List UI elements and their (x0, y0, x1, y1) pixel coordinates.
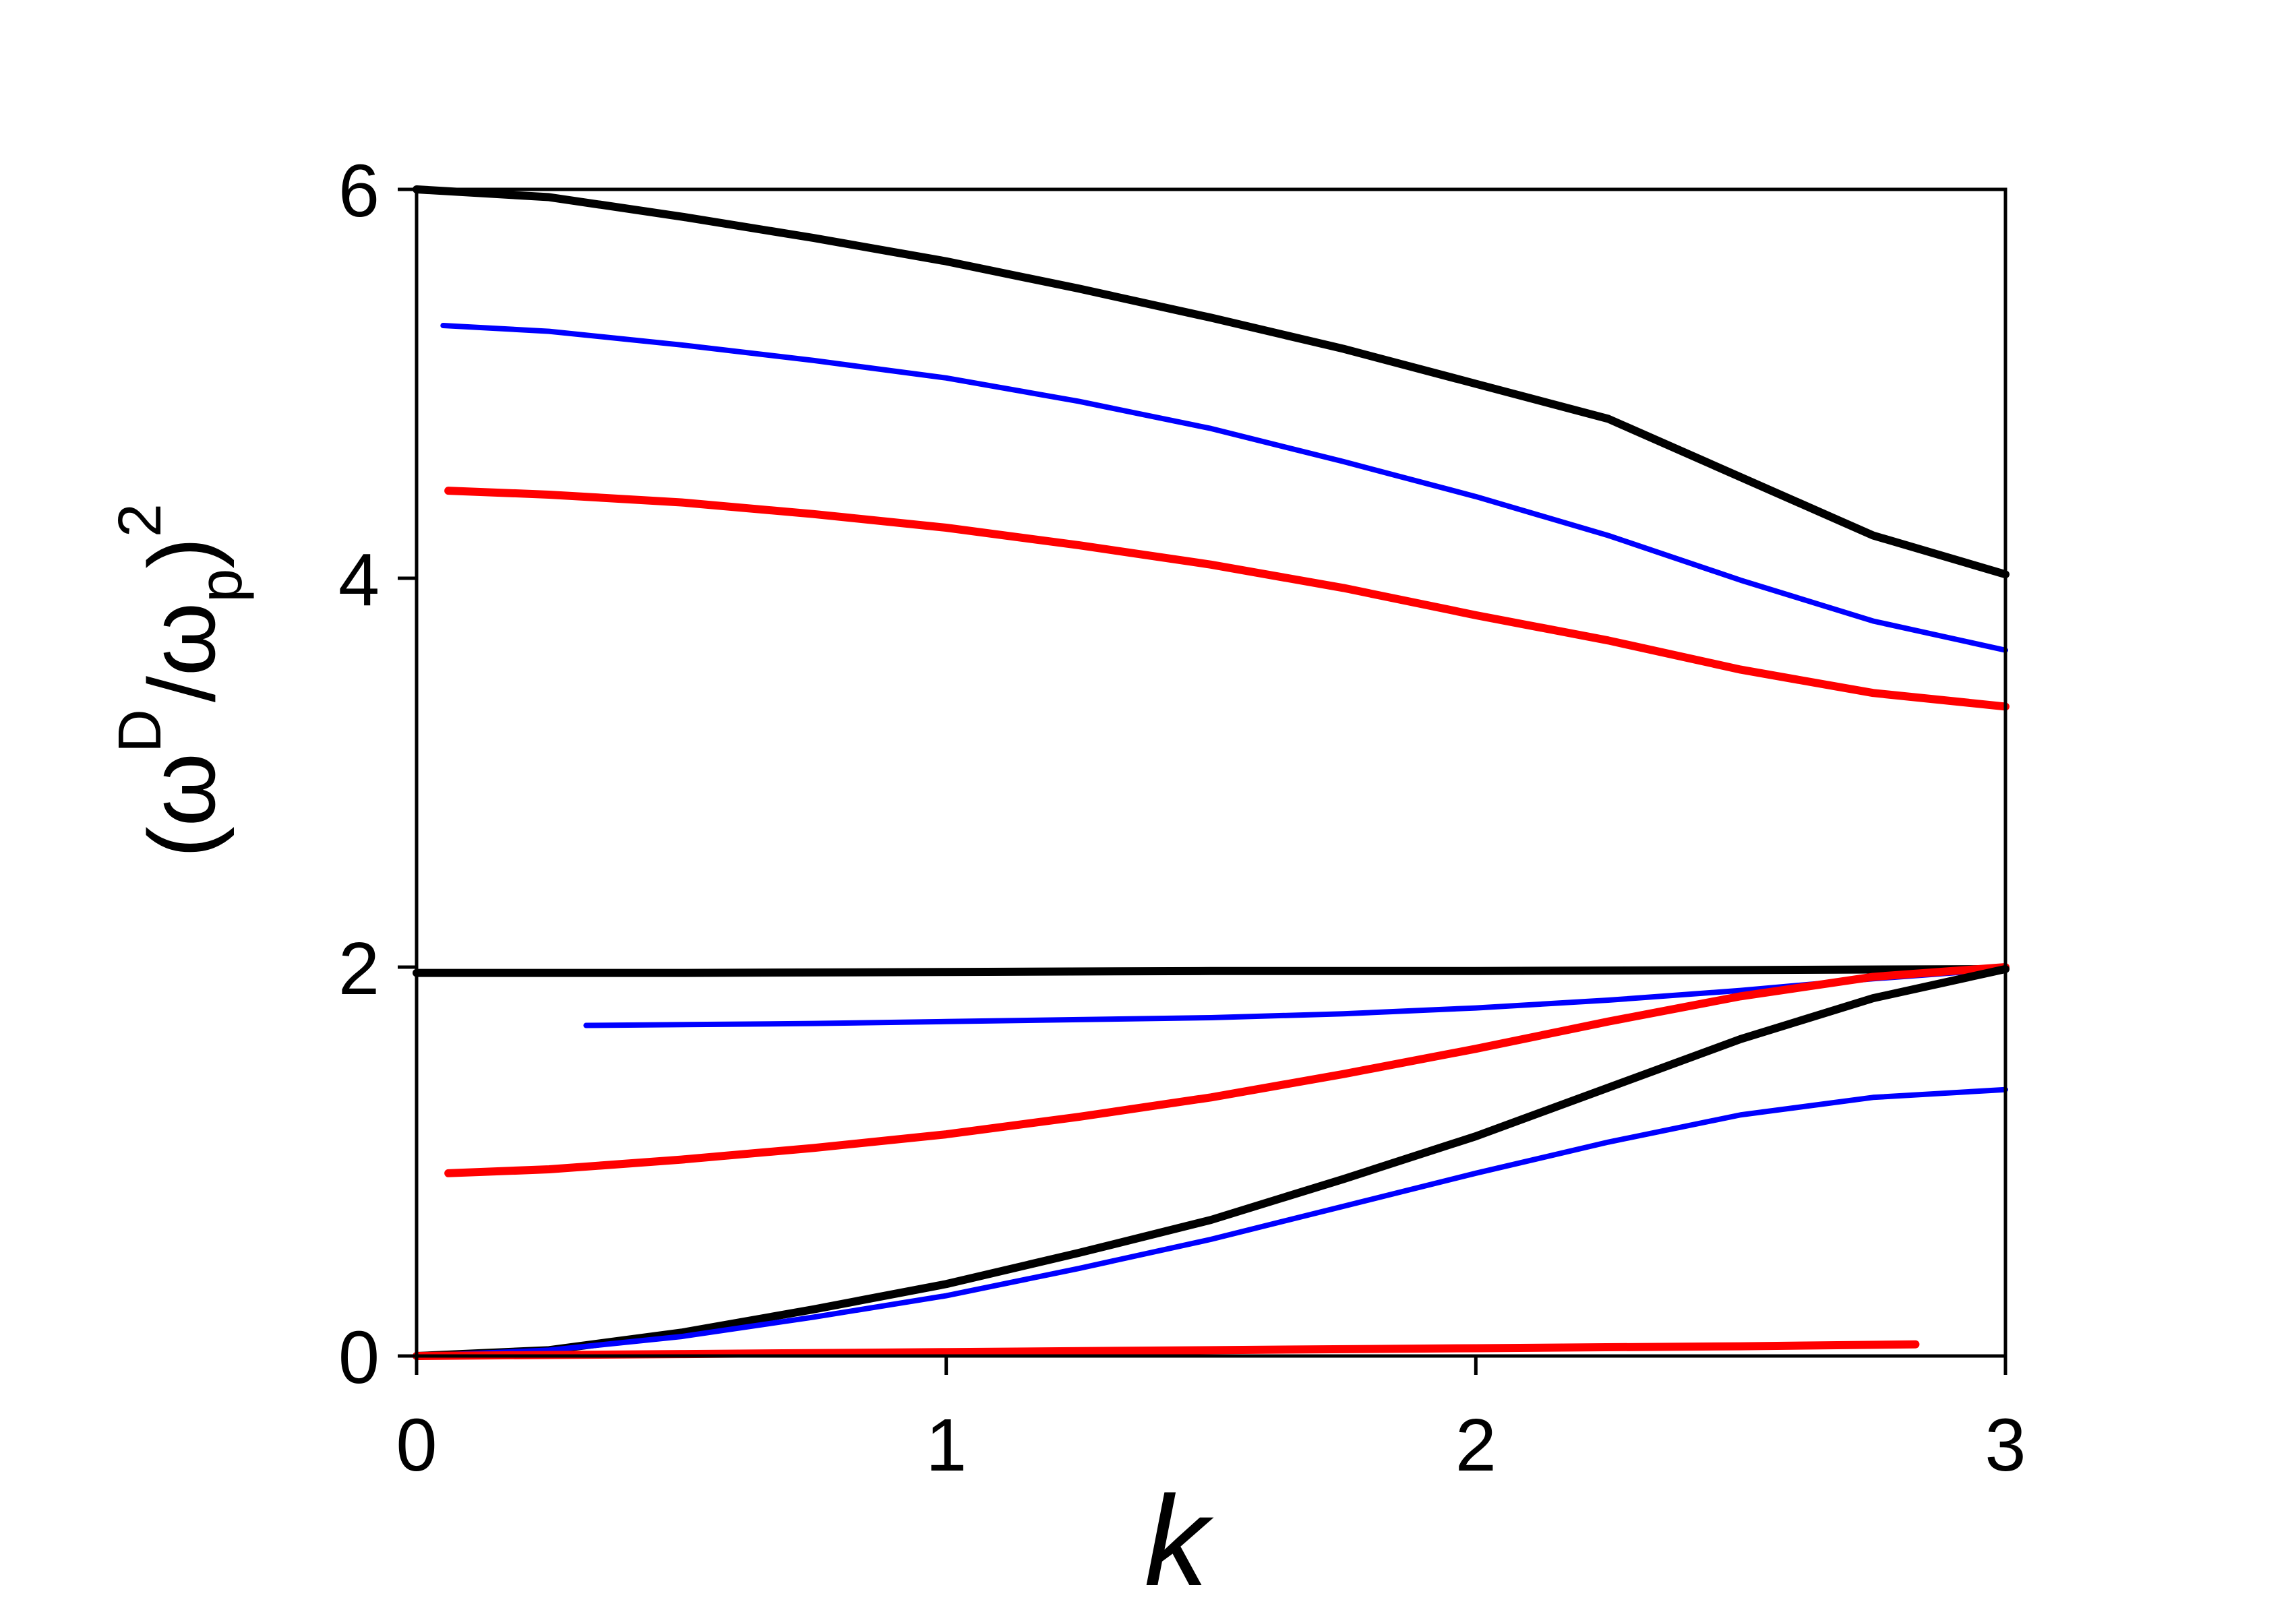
series-line-6 (444, 963, 2010, 1177)
x-tick-label-1: 1 (926, 1404, 967, 1487)
x-tick-label-2: 2 (1455, 1404, 1497, 1487)
x-axis-label: k (1145, 1470, 1214, 1604)
y-label-superscript-d: D (107, 709, 174, 753)
y-label-open-paren: ( (129, 826, 235, 858)
x-tick-label-3: 3 (1985, 1404, 2026, 1487)
y-label-slash: / (129, 676, 235, 702)
ticks-layer: 0 1 2 3 0 2 4 6 (338, 150, 2026, 1487)
x-tick-label-0: 0 (396, 1404, 437, 1487)
y-label-superscript-2: 2 (107, 503, 174, 537)
series-line-4 (413, 964, 2010, 977)
y-axis-label: (ωD/ωp)2 (107, 503, 255, 858)
y-label-close-paren: ) (129, 537, 235, 569)
series-line-1 (413, 185, 2010, 579)
y-label-subscript-p: p (187, 569, 255, 603)
series-layer (413, 185, 2010, 1360)
y-tick-label-2: 2 (338, 927, 380, 1010)
series-line-9 (413, 1340, 1920, 1360)
series-line-2 (440, 322, 2008, 653)
y-label-omega-p: ω (129, 603, 235, 676)
y-label-omega: ω (129, 753, 235, 826)
series-line-5 (583, 966, 2008, 1028)
series-line-7 (413, 964, 2010, 1360)
series-line-3 (444, 487, 2010, 711)
plot-frame (415, 187, 2007, 1358)
y-tick-label-6: 6 (338, 150, 380, 233)
y-tick-label-4: 4 (338, 538, 380, 621)
y-tick-label-0: 0 (338, 1316, 380, 1399)
series-line-8 (414, 1086, 2008, 1359)
